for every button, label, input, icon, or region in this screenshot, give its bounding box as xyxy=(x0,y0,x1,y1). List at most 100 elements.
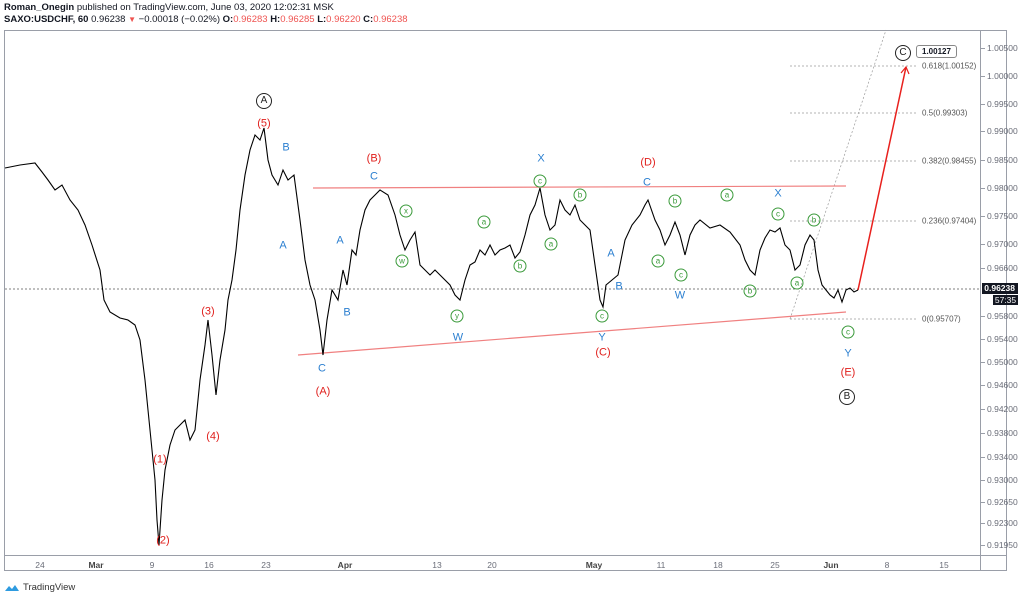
wave-circled-B: B xyxy=(839,389,855,405)
x-tick-label: Mar xyxy=(88,560,104,570)
wave-minute-a: a xyxy=(790,276,804,290)
y-tick-label: 0.95800 xyxy=(987,311,1018,321)
x-tick-label: 23 xyxy=(261,560,271,570)
y-tick-label: 0.92300 xyxy=(987,518,1018,528)
close-label: C: xyxy=(363,14,374,25)
logo-text: TradingView xyxy=(23,582,76,593)
x-tick-label: 25 xyxy=(770,560,780,570)
wave-3: (3) xyxy=(201,305,215,318)
y-tick-label: 0.93000 xyxy=(987,475,1018,485)
x-tick-label: 11 xyxy=(656,560,666,570)
tradingview-logo[interactable]: TradingView xyxy=(4,582,75,593)
x-tick-label: Jun xyxy=(823,560,839,570)
down-arrow-icon: ▼ xyxy=(128,15,137,24)
wave-circled-A: A xyxy=(256,93,272,109)
fib-level-05: 0.5(0.99303) xyxy=(922,108,968,118)
target-callout: 1.00127 xyxy=(916,45,957,58)
x-tick-label: Apr xyxy=(337,560,353,570)
fib-level-0236: 0.236(0.97404) xyxy=(922,216,977,226)
wave-minor-A: A xyxy=(279,239,287,252)
x-tick-label: 13 xyxy=(432,560,442,570)
wave-circled-C: C xyxy=(895,45,911,61)
wave-minor-C: C xyxy=(318,362,326,375)
wave-minute-c: c xyxy=(595,309,609,323)
wave-minute-b: b xyxy=(668,194,682,208)
wave-1: (1) xyxy=(153,453,167,466)
x-tick-label: 16 xyxy=(204,560,214,570)
x-tick-label: 20 xyxy=(487,560,497,570)
wave-minute-y: y xyxy=(450,309,464,323)
author-name[interactable]: Roman_Onegin xyxy=(4,2,75,13)
last-price: 0.96238 xyxy=(91,14,126,25)
wave-minor-X: X xyxy=(774,187,782,200)
fib-level-0382: 0.382(0.98455) xyxy=(922,156,977,166)
wave-minute-b: b xyxy=(513,259,527,273)
wave-minor-B: B xyxy=(615,280,623,293)
wave-minute-c: c xyxy=(841,325,855,339)
time-axis-border xyxy=(4,555,1007,556)
x-tick-label: May xyxy=(585,560,603,570)
y-tick-label: 0.97500 xyxy=(987,211,1018,221)
wave-C: (C) xyxy=(595,346,611,359)
y-tick-label: 0.97000 xyxy=(987,239,1018,249)
x-tick-label: 24 xyxy=(35,560,45,570)
y-tick-label: 1.00000 xyxy=(987,71,1018,81)
y-tick-label: 0.95400 xyxy=(987,334,1018,344)
price-axis-border xyxy=(980,30,981,571)
open-value: 0.96283 xyxy=(233,14,268,25)
x-tick-label: 15 xyxy=(939,560,949,570)
wave-minute-a: a xyxy=(651,254,665,268)
price-change: −0.00018 (−0.02%) xyxy=(138,14,220,25)
low-label: L: xyxy=(317,14,327,25)
y-tick-label: 0.91950 xyxy=(987,540,1018,550)
y-tick-label: 0.99000 xyxy=(987,126,1018,136)
y-tick-label: 0.92650 xyxy=(987,497,1018,507)
symbol: SAXO:USDCHF, 60 xyxy=(4,14,89,25)
current-price-tag: 0.96238 xyxy=(982,283,1018,294)
wave-5: (5) xyxy=(257,117,271,130)
wave-4: (4) xyxy=(206,430,220,443)
x-tick-label: 9 xyxy=(149,560,155,570)
wave-minor-A: A xyxy=(336,234,344,247)
fib-level-0: 0(0.95707) xyxy=(922,314,961,324)
y-tick-label: 0.96600 xyxy=(987,263,1018,273)
high-value: 0.96285 xyxy=(280,14,315,25)
wave-minor-X: X xyxy=(537,152,545,165)
wave-minute-c: c xyxy=(674,268,688,282)
wave-minute-w: w xyxy=(395,254,409,268)
y-tick-label: 1.00500 xyxy=(987,43,1018,53)
tradingview-cloud-icon xyxy=(5,585,19,591)
fib-level-0618: 0.618(1.00152) xyxy=(922,61,977,71)
wave-A: (A) xyxy=(315,385,331,398)
publisher-line: Roman_Onegin published on TradingView.co… xyxy=(4,2,334,13)
y-tick-label: 0.93800 xyxy=(987,428,1018,438)
y-tick-label: 0.93400 xyxy=(987,452,1018,462)
wave-2: (2) xyxy=(156,534,170,547)
wave-minute-a: a xyxy=(720,188,734,202)
x-tick-label: 8 xyxy=(884,560,890,570)
wave-minute-b: b xyxy=(807,213,821,227)
bar-countdown-tag: 57:35 xyxy=(993,295,1018,305)
y-tick-label: 0.98500 xyxy=(987,155,1018,165)
published-text: published on TradingView.com, June 03, 2… xyxy=(76,2,334,13)
wave-minor-C: C xyxy=(643,176,651,189)
symbol-line: SAXO:USDCHF, 60 0.96238 ▼ −0.00018 (−0.0… xyxy=(4,14,408,25)
wave-minute-b: b xyxy=(573,188,587,202)
high-label: H: xyxy=(270,14,281,25)
open-label: O: xyxy=(222,14,234,25)
wave-minor-B: B xyxy=(282,141,290,154)
wave-B: (B) xyxy=(366,152,382,165)
y-tick-label: 0.98000 xyxy=(987,183,1018,193)
wave-minute-a: a xyxy=(477,215,491,229)
wave-minor-W: W xyxy=(674,289,686,302)
x-tick-label: 18 xyxy=(713,560,723,570)
y-tick-label: 0.94600 xyxy=(987,380,1018,390)
wave-minor-B: B xyxy=(343,306,351,319)
wave-minor-W: W xyxy=(452,331,464,344)
y-tick-label: 0.94200 xyxy=(987,404,1018,414)
wave-minor-C: C xyxy=(370,170,378,183)
y-tick-label: 0.95000 xyxy=(987,357,1018,367)
wave-minute-b: b xyxy=(743,284,757,298)
wave-minute-c: c xyxy=(771,207,785,221)
